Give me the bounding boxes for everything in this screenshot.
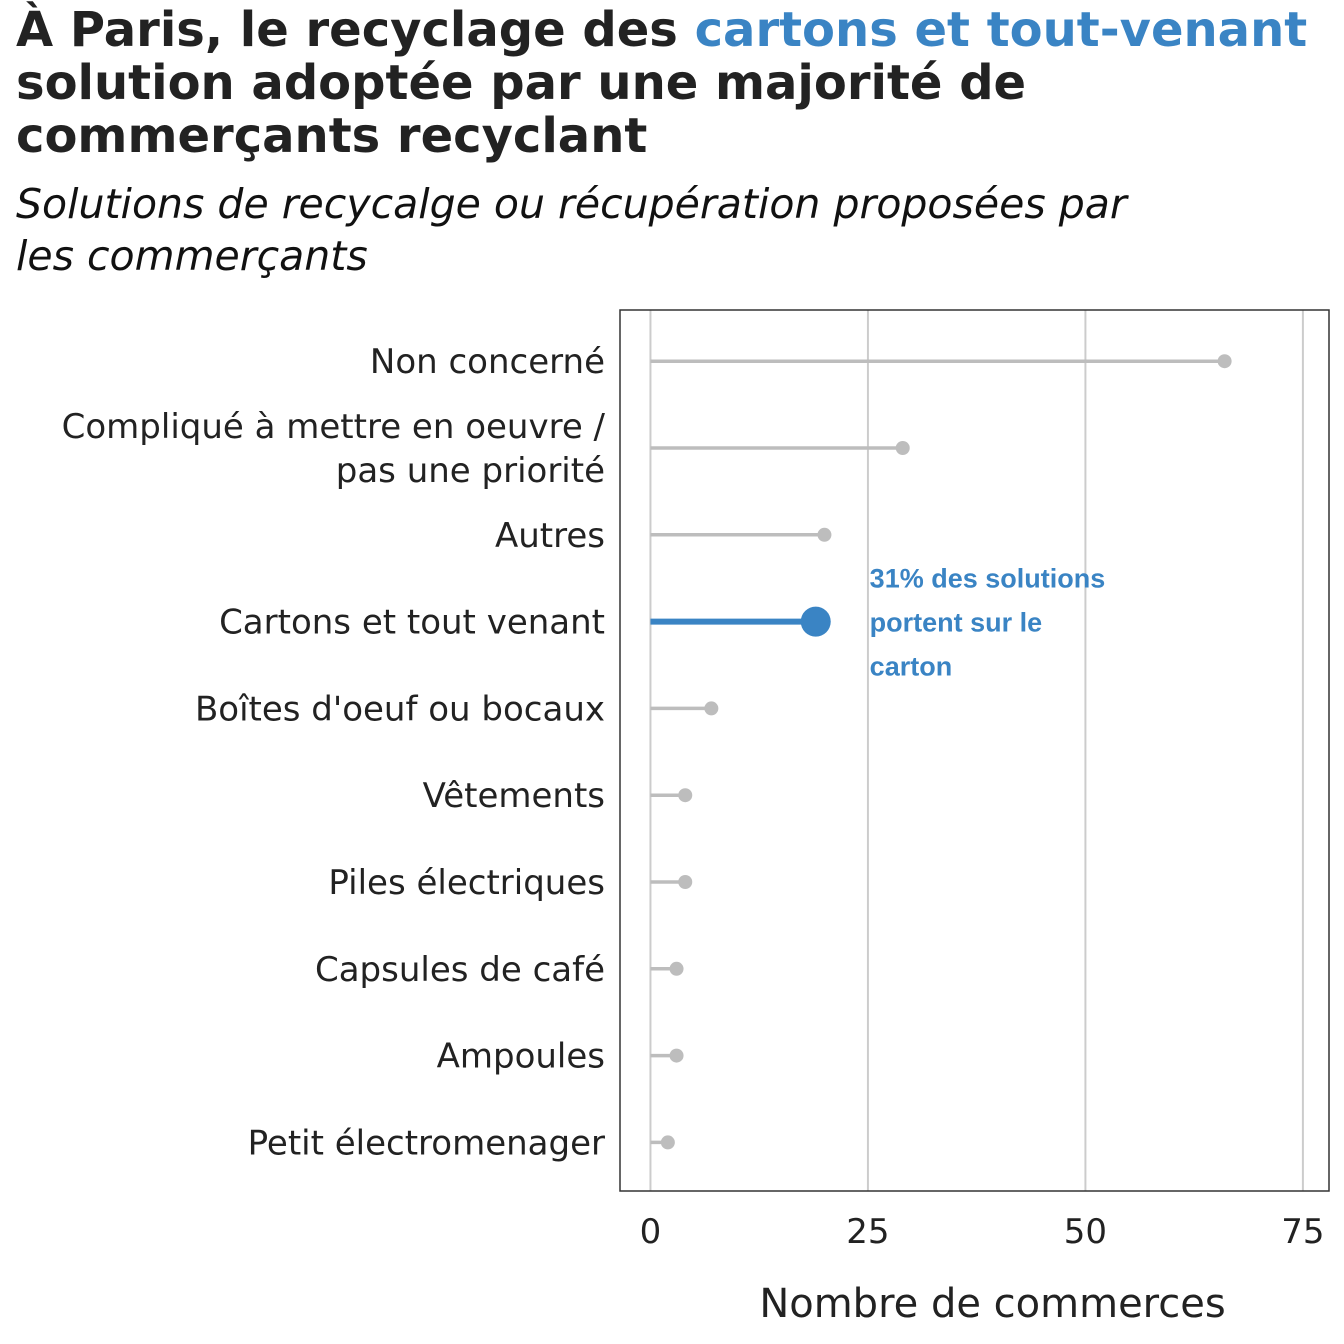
chart-subtitle: Solutions de recycalge ou récupération p…	[16, 180, 1127, 280]
category-labels: Non concerné Compliqué à mettre en oeuvre…	[62, 342, 606, 1163]
title-highlight: cartons et tout-venant	[694, 2, 1308, 58]
plot-panel-border	[619, 309, 1330, 1192]
chart-title: À Paris, le recyclage des cartons et tou…	[16, 4, 1336, 163]
x-tick-label-25: 25	[846, 1212, 889, 1252]
annotation-text: 31% des solutions portent sur le carton	[870, 564, 1106, 682]
lollipop-point-0	[1217, 354, 1232, 369]
category-label-9: Petit électromenager	[248, 1123, 605, 1163]
lollipop-point-7	[669, 961, 684, 976]
category-label-2: Autres	[495, 516, 605, 556]
category-label-8: Ampoules	[437, 1037, 605, 1077]
lollipop-point-3	[800, 606, 831, 637]
category-label-4: Boîtes d'oeuf ou bocaux	[195, 689, 605, 729]
category-label-0: Non concerné	[370, 342, 605, 382]
annotation: 31% des solutions portent sur le carton	[870, 564, 1106, 682]
category-label-1: Compliqué à mettre en oeuvre / pas une pr…	[62, 407, 606, 491]
chart-marks	[650, 354, 1232, 1150]
title-part2: solution adoptée par une majorité de com…	[16, 55, 1027, 164]
x-tick-label-0: 0	[640, 1212, 662, 1252]
category-label-3: Cartons et tout venant	[219, 603, 605, 643]
x-axis-title: Nombre de commerces	[759, 1281, 1225, 1327]
x-tick-label-50: 50	[1064, 1212, 1107, 1252]
lollipop-point-6	[678, 874, 693, 889]
gridlines	[649, 310, 1304, 1191]
category-label-6: Piles électriques	[328, 863, 605, 903]
lollipop-point-1	[895, 441, 910, 456]
category-label-7: Capsules de café	[315, 950, 605, 990]
title-part1: À Paris, le recyclage des	[16, 2, 695, 58]
lollipop-point-2	[817, 527, 832, 542]
category-label-5: Vêtements	[423, 776, 605, 816]
lollipop-point-4	[704, 701, 719, 716]
x-tick-labels: 0 25 50 75	[640, 1212, 1325, 1252]
lollipop-point-9	[660, 1135, 675, 1150]
x-tick-label-75: 75	[1281, 1212, 1324, 1252]
lollipop-point-8	[669, 1048, 684, 1063]
lollipop-point-5	[678, 788, 693, 803]
